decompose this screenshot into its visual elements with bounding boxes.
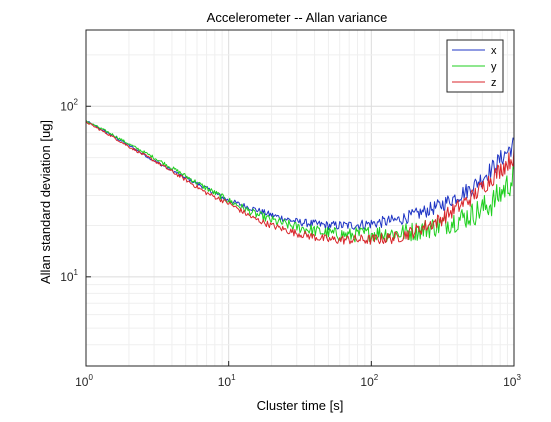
plot-frame: [85, 29, 515, 367]
grid-lines: [85, 30, 514, 367]
y-axis-label: Allan standard deviation [ug]: [38, 120, 53, 284]
y-tick-label: 101: [60, 268, 78, 284]
x-axis-label: Cluster time [s]: [257, 398, 344, 413]
legend-label-x: x: [491, 45, 497, 57]
y-tick-label: 102: [60, 97, 78, 113]
legend: xyz: [446, 39, 504, 93]
series-line-z: [85, 120, 515, 245]
plot-series: [85, 119, 515, 245]
legend-label-z: z: [491, 77, 497, 89]
chart-title: Accelerometer -- Allan variance: [207, 10, 388, 25]
legend-label-y: y: [491, 61, 497, 73]
